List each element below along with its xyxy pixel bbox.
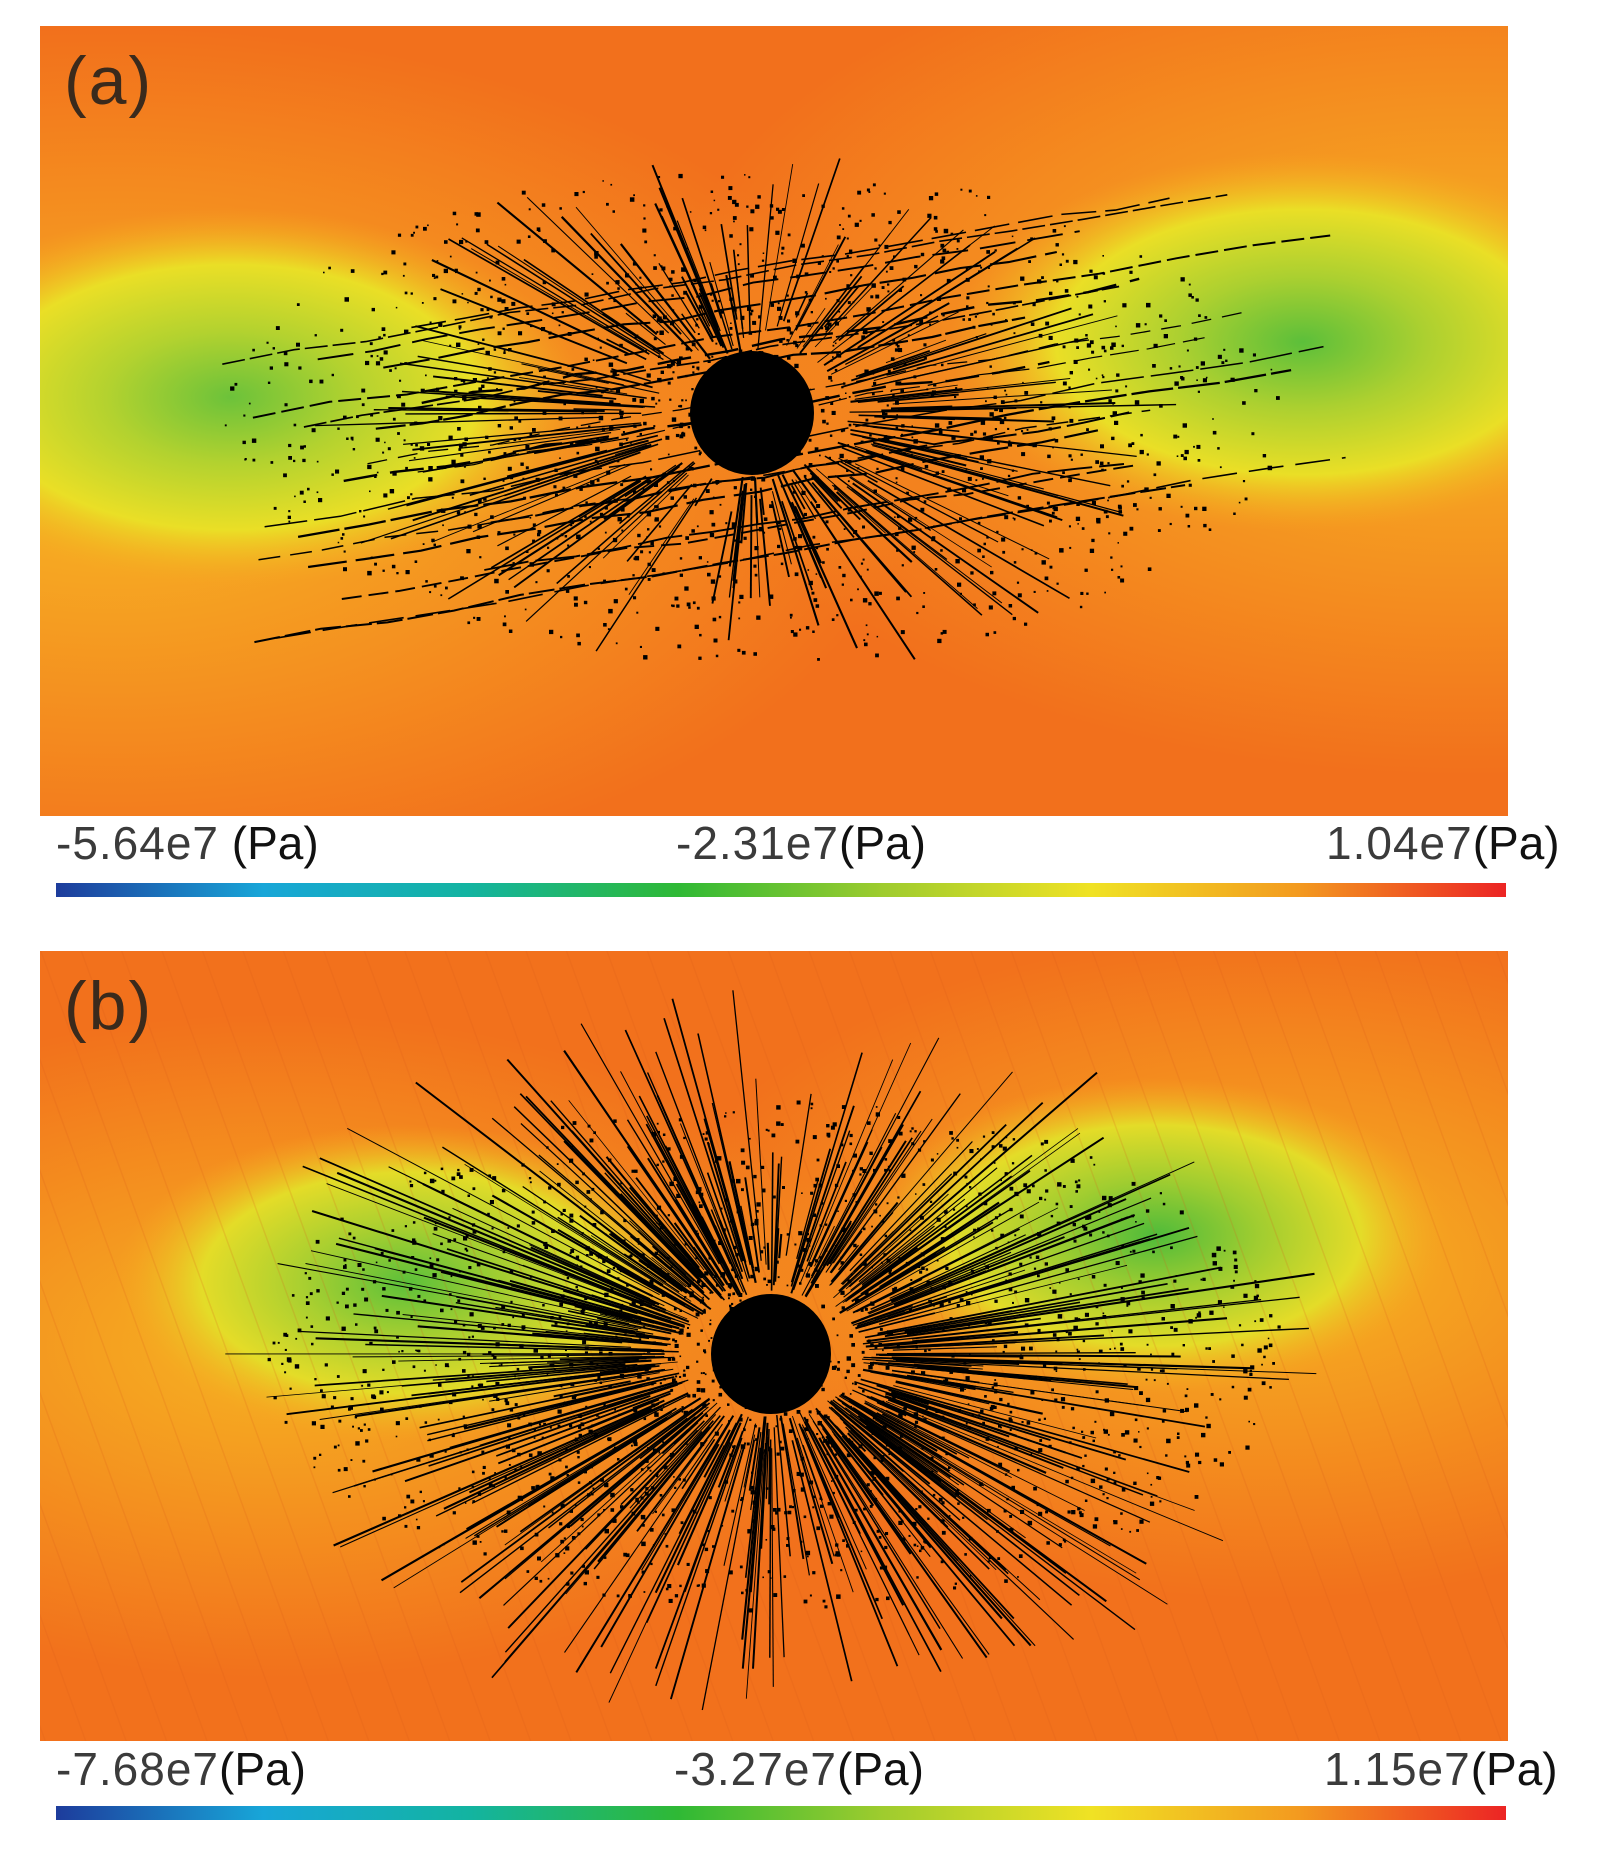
stress-field-image-a — [40, 26, 1508, 816]
stress-field-image-b — [40, 951, 1508, 1741]
colorbar-min-label-b: -7.68e7(Pa) — [56, 1743, 306, 1795]
colorbar-min-label-a: -5.64e7 (Pa) — [56, 817, 319, 869]
colorbar-b — [56, 1806, 1506, 1820]
colorbar-labels-a: -5.64e7 (Pa) -2.31e7(Pa) 1.04e7(Pa) — [56, 820, 1606, 866]
colorbar-mid-label-a: -2.31e7(Pa) — [676, 817, 926, 869]
colorbar-max-label-b: 1.15e7(Pa) — [1324, 1743, 1558, 1795]
stress-panel-a: (a) — [40, 26, 1508, 816]
colorbar-a — [56, 883, 1506, 897]
crack-pattern-b — [225, 990, 1317, 1711]
colorbar-mid-label-b: -3.27e7(Pa) — [674, 1743, 924, 1795]
colorbar-max-label-a: 1.04e7(Pa) — [1326, 817, 1560, 869]
borehole-a — [690, 351, 814, 475]
panel-label-b: (b) — [64, 968, 154, 1044]
panel-label-a: (a) — [64, 43, 154, 119]
borehole-b — [711, 1294, 831, 1414]
colorbar-labels-b: -7.68e7(Pa) -3.27e7(Pa) 1.15e7(Pa) — [56, 1746, 1606, 1792]
stress-panel-b: (b) — [40, 951, 1508, 1741]
